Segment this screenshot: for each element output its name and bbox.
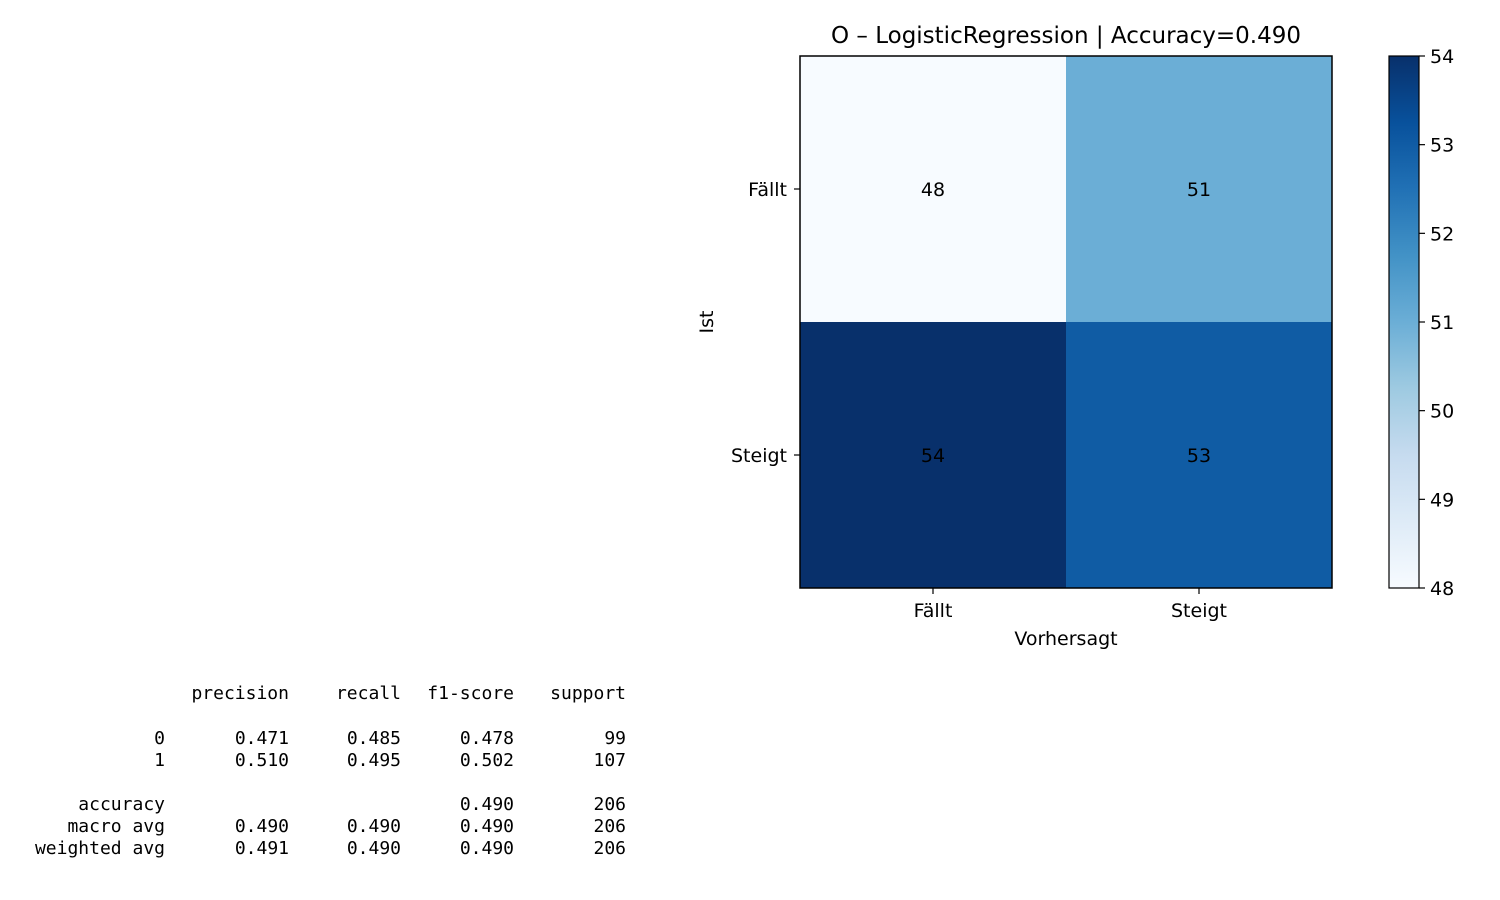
colorbar-gradient: [1388, 55, 1420, 589]
report-cell: 0.495: [346, 750, 401, 771]
heatmap-cell: [1066, 56, 1332, 322]
report-cell: 0.491: [234, 838, 289, 859]
cell-value-label: 51: [1187, 179, 1211, 201]
classification-report: precision recall f1-score support 0 0.471 0.48…: [0, 0, 700, 900]
report-cell: 206: [593, 816, 626, 837]
colorbar-tick-label: 48: [1430, 578, 1454, 600]
x-axis-label: Vorhersagt: [1014, 628, 1117, 650]
cell-value-label: 53: [1187, 445, 1211, 467]
report-cell: 99: [604, 728, 626, 749]
colorbar-tick-label: 51: [1430, 312, 1454, 334]
y-axis-label: Ist: [696, 311, 718, 334]
report-column-header: f1-score: [427, 683, 514, 704]
report-cell: 0.502: [459, 750, 514, 771]
report-cell: 0.490: [459, 816, 514, 837]
report-cell: 0.490: [346, 838, 401, 859]
report-row-label: 0: [154, 728, 165, 749]
report-cell: 0.490: [459, 794, 514, 815]
y-tick-label: Fällt: [748, 179, 787, 201]
report-row-label: macro avg: [67, 816, 165, 837]
colorbar-tick-label: 54: [1430, 46, 1454, 68]
report-cell: 107: [593, 750, 626, 771]
report-column-header: precision: [191, 683, 289, 704]
colorbar: 48 49 50 51 52 53 54: [1388, 46, 1454, 600]
report-cell: 0.478: [459, 728, 514, 749]
report-row-label: weighted avg: [34, 838, 165, 859]
colorbar-tick-label: 50: [1430, 401, 1454, 423]
report-cell: 0.510: [234, 750, 289, 771]
report-row-label: 1: [154, 750, 165, 771]
cell-value-label: 54: [921, 445, 945, 467]
report-cell: 206: [593, 838, 626, 859]
x-tick-label: Steigt: [1171, 600, 1227, 622]
colorbar-tick-label: 53: [1430, 135, 1454, 157]
colorbar-tick-label: 49: [1430, 489, 1454, 511]
report-cell: 0.490: [346, 816, 401, 837]
report-cell: 0.490: [234, 816, 289, 837]
x-tick-label: Fällt: [914, 600, 953, 622]
plot-frame: [799, 55, 1333, 589]
cell-value-label: 48: [921, 179, 945, 201]
report-cell: 0.471: [234, 728, 289, 749]
report-cell: 206: [593, 794, 626, 815]
report-column-header: recall: [335, 683, 401, 704]
heatmap-cell: [1066, 322, 1332, 588]
heatmap-cell: [800, 322, 1066, 588]
report-row-label: accuracy: [78, 794, 165, 815]
report-cell: 0.490: [459, 838, 514, 859]
chart-title: O – LogisticRegression | Accuracy=0.490: [831, 23, 1301, 49]
y-tick-label: Steigt: [731, 445, 787, 467]
colorbar-tick-label: 52: [1430, 223, 1454, 245]
heatmap-cell: [800, 56, 1066, 322]
report-cell: 0.485: [346, 728, 401, 749]
report-column-header: support: [550, 683, 626, 704]
